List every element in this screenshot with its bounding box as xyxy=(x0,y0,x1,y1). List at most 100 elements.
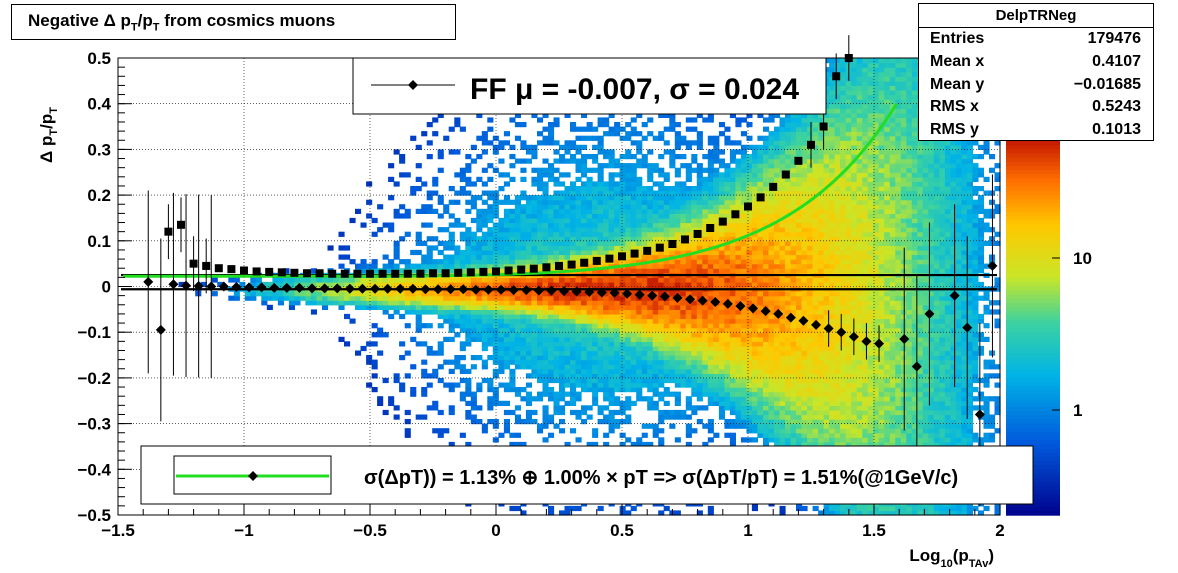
heatmap-cell xyxy=(774,423,781,429)
heatmap-cell xyxy=(768,217,775,224)
heatmap-cell xyxy=(575,158,582,164)
heatmap-cell xyxy=(674,144,681,150)
heatmap-cell xyxy=(244,291,251,297)
heatmap-cell xyxy=(250,281,257,288)
heatmap-cell xyxy=(581,213,588,219)
heatmap-cell xyxy=(796,227,803,233)
heatmap-cell xyxy=(514,332,521,338)
heatmap-cell xyxy=(525,396,532,402)
heatmap-cell xyxy=(625,167,632,173)
heatmap-cell xyxy=(608,227,615,233)
heatmap-cell xyxy=(790,144,797,150)
heatmap-cell xyxy=(801,186,808,192)
heatmap-cell xyxy=(674,355,681,361)
heatmap-cell xyxy=(570,336,577,342)
heatmap-cell xyxy=(514,122,521,128)
heatmap-cell xyxy=(641,423,648,429)
heatmap-cell xyxy=(785,240,792,246)
heatmap-cell xyxy=(443,304,450,310)
heatmap-cell xyxy=(553,158,560,164)
heatmap-cell xyxy=(746,355,753,361)
heatmap-cell xyxy=(586,332,593,338)
heatmap-cell xyxy=(663,332,670,338)
heatmap-cell xyxy=(520,249,527,256)
heatmap-cell xyxy=(575,414,582,420)
heatmap-cell xyxy=(470,245,477,251)
heatmap-cell xyxy=(459,355,466,361)
heatmap-cell xyxy=(768,309,775,315)
heatmap-cell xyxy=(514,304,521,310)
heatmap-cell xyxy=(553,368,560,374)
heatmap-cell xyxy=(669,277,676,283)
heatmap-cell xyxy=(740,419,747,425)
heatmap-cell xyxy=(691,186,698,192)
heatmap-cell xyxy=(542,309,549,315)
heatmap-cell xyxy=(514,277,521,283)
heatmap-cell xyxy=(542,172,549,178)
heatmap-cell xyxy=(685,163,692,169)
heatmap-cell xyxy=(542,419,549,425)
heatmap-cell xyxy=(718,318,725,324)
heatmap-cell xyxy=(542,208,549,214)
heatmap-cell xyxy=(570,245,577,251)
heatmap-cell xyxy=(735,149,742,155)
heatmap-cell xyxy=(669,318,676,324)
heatmap-cell xyxy=(763,428,770,434)
heatmap-cell xyxy=(586,373,593,379)
heatmap-cell xyxy=(740,231,747,237)
heatmap-cell xyxy=(415,263,422,269)
heatmap-cell xyxy=(713,167,720,173)
heatmap-cell xyxy=(597,364,604,370)
heatmap-cell xyxy=(818,387,825,393)
heatmap-cell xyxy=(751,181,758,187)
heatmap-cell xyxy=(608,208,615,214)
heatmap-cell xyxy=(658,304,665,310)
heatmap-cell xyxy=(818,277,825,283)
heatmap-cell xyxy=(421,341,428,347)
heatmap-cell xyxy=(349,291,356,297)
heatmap-cell xyxy=(685,309,692,315)
heatmap-cell xyxy=(652,263,659,269)
heatmap-cell xyxy=(801,309,808,315)
heatmap-cell xyxy=(570,126,577,132)
heatmap-cell xyxy=(812,254,819,260)
heatmap-cell xyxy=(807,263,814,269)
heatmap-cell xyxy=(718,387,725,393)
heatmap-cell xyxy=(807,131,814,137)
heatmap-cell xyxy=(718,149,725,155)
heatmap-cell xyxy=(509,176,516,182)
heatmap-cell xyxy=(707,510,714,516)
heatmap-cell xyxy=(559,236,566,242)
heatmap-cell xyxy=(768,291,775,297)
heatmap-cell xyxy=(509,254,516,260)
heatmap-cell xyxy=(531,204,538,210)
heatmap-cell xyxy=(658,222,665,228)
heatmap-cell xyxy=(625,364,632,370)
heatmap-cell xyxy=(812,295,819,301)
heatmap-cell xyxy=(338,281,345,288)
heatmap-cell xyxy=(531,213,538,219)
heatmap-cell xyxy=(636,158,643,164)
heatmap-cell xyxy=(614,359,621,365)
heatmap-cell xyxy=(796,140,803,146)
heatmap-cell xyxy=(718,268,725,274)
heatmap-cell xyxy=(597,149,604,155)
heatmap-cell xyxy=(619,222,626,228)
heatmap-cell xyxy=(718,373,725,379)
heatmap-cell xyxy=(454,172,461,178)
heatmap-cell xyxy=(691,291,698,297)
heatmap-cell xyxy=(818,323,825,329)
heatmap-cell xyxy=(801,377,808,384)
heatmap-cell xyxy=(614,313,621,320)
heatmap-cell xyxy=(796,181,803,187)
heatmap-cell xyxy=(768,227,775,233)
heatmap-cell xyxy=(421,359,428,365)
heatmap-cell xyxy=(751,391,758,397)
heatmap-cell xyxy=(669,345,676,352)
heatmap-cell xyxy=(564,441,571,448)
heatmap-cell xyxy=(537,117,544,123)
heatmap-cell xyxy=(658,345,665,352)
heatmap-cell xyxy=(476,295,483,301)
heatmap-cell xyxy=(707,377,714,384)
heatmap-cell xyxy=(680,368,687,374)
